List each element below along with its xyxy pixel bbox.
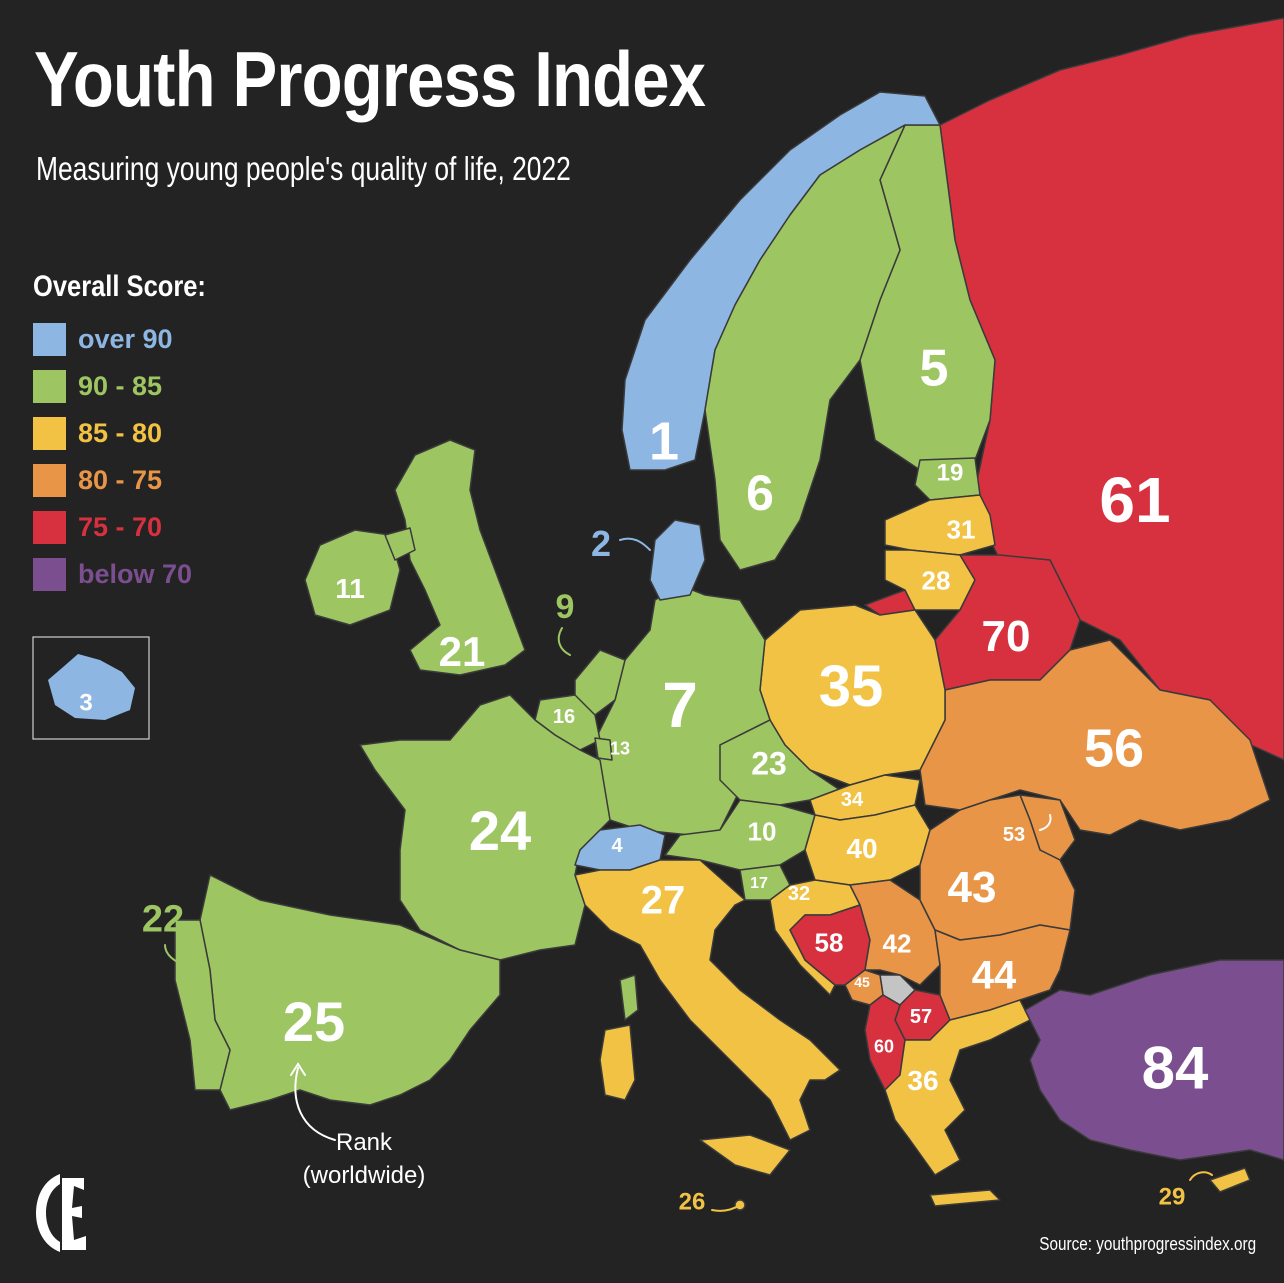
rank-label-hungary: 40 bbox=[846, 833, 877, 864]
country-uk-northern-ireland bbox=[384, 527, 416, 561]
rank-label-cyprus: 29 bbox=[1159, 1184, 1186, 1211]
legend-item-below-70: below 70 bbox=[33, 551, 236, 598]
rank-label-montenegro: 45 bbox=[854, 974, 870, 990]
rank-label-russia: 61 bbox=[1099, 464, 1170, 536]
rank-label-north-macedonia: 57 bbox=[910, 1006, 932, 1028]
country-iceland bbox=[48, 654, 135, 720]
legend: Overall Score: over 90 90 - 85 85 - 80 8… bbox=[33, 270, 236, 598]
legend-swatch bbox=[33, 417, 66, 450]
leader-29 bbox=[1189, 1171, 1213, 1181]
legend-label: 90 - 85 bbox=[78, 371, 163, 401]
country-ireland bbox=[304, 529, 401, 626]
rank-label-united-kingdom: 21 bbox=[439, 628, 486, 675]
rank-label-lithuania: 28 bbox=[922, 565, 951, 595]
iceland-inset-frame bbox=[32, 636, 150, 740]
legend-swatch bbox=[33, 370, 66, 403]
rank-label-serbia: 42 bbox=[883, 928, 912, 958]
legend-label: 80 - 75 bbox=[78, 465, 163, 495]
legend-item-over-90: over 90 bbox=[33, 316, 236, 363]
rank-label-france: 24 bbox=[469, 799, 531, 862]
country-cyprus bbox=[1209, 1167, 1251, 1193]
rank-label-netherlands: 9 bbox=[556, 588, 575, 626]
legend-item-75-70: 75 - 70 bbox=[33, 504, 236, 551]
leader-22 bbox=[164, 944, 186, 966]
rank-label-turkey: 84 bbox=[1142, 1035, 1209, 1102]
leader-26 bbox=[711, 1204, 741, 1212]
rank-label-albania: 60 bbox=[874, 1036, 894, 1056]
country-ukraine bbox=[919, 639, 1271, 836]
rank-label-switzerland: 4 bbox=[611, 835, 623, 857]
country-italy bbox=[574, 859, 841, 1141]
country-greece bbox=[884, 999, 1031, 1176]
rank-label-denmark: 2 bbox=[591, 523, 611, 564]
rank-label-greece: 36 bbox=[907, 1065, 938, 1096]
rank-label-portugal: 22 bbox=[142, 899, 184, 941]
country-italy-sicily bbox=[699, 1134, 791, 1176]
rank-label-austria: 10 bbox=[748, 816, 777, 846]
legend-heading: Overall Score: bbox=[33, 270, 206, 303]
rank-label-ukraine: 56 bbox=[1084, 718, 1144, 778]
page-subtitle: Measuring young people's quality of life… bbox=[36, 150, 571, 187]
rank-label-iceland: 3 bbox=[79, 690, 92, 717]
page-title: Youth Progress Index bbox=[34, 35, 706, 123]
economist-logo-icon bbox=[36, 1174, 86, 1252]
legend-label: 85 - 80 bbox=[78, 418, 163, 448]
annotation-worldwide-label: (worldwide) bbox=[303, 1162, 426, 1189]
country-serbia bbox=[849, 879, 941, 986]
rank-label-finland: 5 bbox=[920, 340, 949, 398]
rank-label-slovenia: 17 bbox=[750, 875, 768, 892]
legend-label: 75 - 70 bbox=[78, 512, 163, 542]
rank-label-belarus: 70 bbox=[982, 612, 1031, 661]
leader-9 bbox=[557, 627, 571, 656]
rank-label-bulgaria: 44 bbox=[972, 953, 1017, 997]
rank-label-czechia: 23 bbox=[751, 746, 787, 782]
rank-label-romania: 43 bbox=[948, 863, 997, 912]
annotation-arrow bbox=[294, 1067, 336, 1141]
rank-label-spain: 25 bbox=[283, 990, 345, 1053]
legend-swatch bbox=[33, 464, 66, 497]
source-credit: Source: youthprogressindex.org bbox=[1039, 1234, 1256, 1254]
rank-label-poland: 35 bbox=[819, 654, 884, 719]
country-italy-sardinia bbox=[599, 1024, 636, 1101]
country-turkey bbox=[1024, 959, 1284, 1161]
country-sweden bbox=[704, 124, 906, 571]
country-latvia bbox=[884, 494, 996, 556]
rank-label-sweden: 6 bbox=[746, 465, 774, 521]
country-greece-crete bbox=[929, 1189, 1001, 1207]
annotation-rank-label: Rank bbox=[336, 1129, 393, 1156]
rank-label-italy: 27 bbox=[641, 878, 686, 922]
country-luxembourg bbox=[594, 737, 613, 761]
legend-item-85-80: 85 - 80 bbox=[33, 410, 236, 457]
rank-label-malta: 26 bbox=[679, 1189, 706, 1216]
rank-label-estonia: 19 bbox=[937, 460, 964, 487]
rank-label-belgium: 16 bbox=[553, 706, 575, 728]
legend-label: below 70 bbox=[78, 559, 193, 589]
leader-53 bbox=[1039, 814, 1052, 831]
country-france-corsica bbox=[619, 974, 639, 1021]
rank-label-latvia: 31 bbox=[947, 514, 976, 544]
legend-item-90-85: 90 - 85 bbox=[33, 363, 236, 410]
legend-swatch bbox=[33, 558, 66, 591]
rank-label-luxembourg: 13 bbox=[610, 738, 630, 758]
rank-label-germany: 7 bbox=[662, 669, 698, 741]
rank-label-moldova: 53 bbox=[1003, 824, 1025, 846]
legend-swatch bbox=[33, 511, 66, 544]
leader-2 bbox=[619, 537, 651, 551]
legend-label: over 90 bbox=[78, 324, 173, 354]
country-portugal bbox=[174, 919, 231, 1091]
rank-label-ireland: 11 bbox=[335, 573, 365, 604]
rank-label-bosnia-and-herzegovina: 58 bbox=[815, 927, 844, 957]
country-denmark bbox=[649, 519, 706, 601]
rank-label-slovakia: 34 bbox=[841, 789, 864, 811]
legend-swatch bbox=[33, 323, 66, 356]
rank-label-norway: 1 bbox=[649, 411, 679, 471]
legend-item-80-75: 80 - 75 bbox=[33, 457, 236, 504]
annotation-arrowhead bbox=[290, 1062, 306, 1076]
rank-label-croatia: 32 bbox=[788, 883, 810, 905]
